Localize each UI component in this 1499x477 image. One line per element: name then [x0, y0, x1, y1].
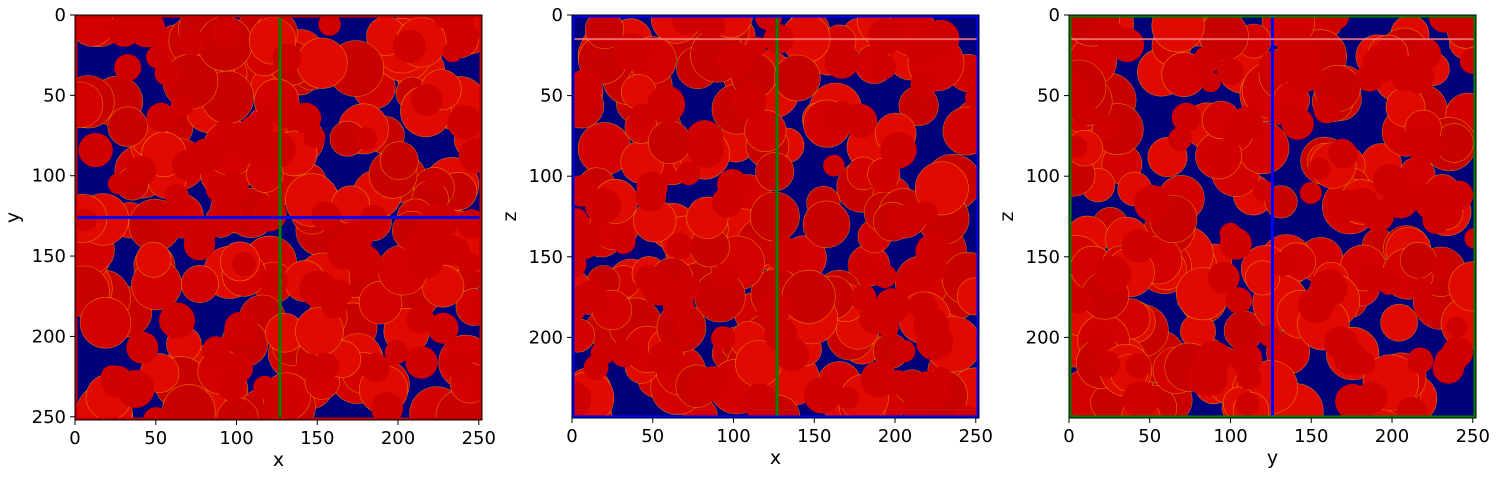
panel-frame — [571, 14, 980, 419]
image-texture — [75, 15, 482, 420]
y-tick-label: 50 — [1037, 86, 1060, 107]
y-tick-label: 150 — [1026, 247, 1060, 268]
x-axis-label: x — [273, 449, 284, 471]
x-axis-label: y — [1267, 447, 1278, 469]
x-tick-label: 200 — [1375, 426, 1409, 447]
y-tick-label: 200 — [529, 327, 563, 348]
x-tick-label: 200 — [878, 426, 912, 447]
y-tick-label: 0 — [1049, 5, 1060, 26]
x-tick-label: 50 — [641, 426, 664, 447]
y-tick-label: 100 — [1026, 166, 1060, 187]
y-tick-label: 250 — [32, 407, 66, 428]
y-tick-label: 0 — [552, 5, 563, 26]
axes-spine — [571, 14, 980, 419]
y-tick-label: 200 — [32, 326, 66, 347]
x-axis-label: x — [770, 447, 781, 469]
image-texture — [572, 15, 979, 418]
y-tick-label: 50 — [43, 85, 66, 106]
panel-3: 0 50 100 150 200 250 0 50 100 150 200 y z — [996, 5, 1490, 469]
x-tick-label: 0 — [566, 426, 577, 447]
y-tick-label: 0 — [55, 5, 66, 26]
x-tick-label: 150 — [300, 428, 334, 449]
x-tick-label: 0 — [69, 428, 80, 449]
y-tick-label: 100 — [32, 166, 66, 187]
y-axis-label: z — [996, 211, 1018, 221]
panel-frame — [1068, 14, 1477, 419]
x-tick-label: 150 — [797, 426, 831, 447]
axes-spine — [1068, 14, 1477, 419]
x-tick-label: 250 — [462, 428, 496, 449]
x-tick-label: 250 — [1456, 426, 1490, 447]
y-tick-label: 100 — [529, 166, 563, 187]
x-tick-label: 200 — [381, 428, 415, 449]
x-tick-label: 250 — [959, 426, 993, 447]
x-tick-label: 150 — [1294, 426, 1328, 447]
y-tick-label: 150 — [32, 246, 66, 267]
x-tick-label: 50 — [144, 428, 167, 449]
x-tick-label: 100 — [219, 428, 253, 449]
x-tick-label: 0 — [1063, 426, 1074, 447]
y-tick-label: 200 — [1026, 327, 1060, 348]
panel-frame — [74, 14, 483, 421]
axes-spine — [74, 14, 483, 421]
panel-2: 0 50 100 150 200 250 0 50 100 150 200 x z — [499, 5, 993, 469]
y-tick-label: 150 — [529, 247, 563, 268]
y-tick-label: 50 — [540, 86, 563, 107]
y-axis-label: z — [499, 211, 521, 221]
x-tick-label: 50 — [1138, 426, 1161, 447]
x-tick-label: 100 — [716, 426, 750, 447]
y-axis-label: y — [2, 212, 24, 223]
x-tick-label: 100 — [1213, 426, 1247, 447]
